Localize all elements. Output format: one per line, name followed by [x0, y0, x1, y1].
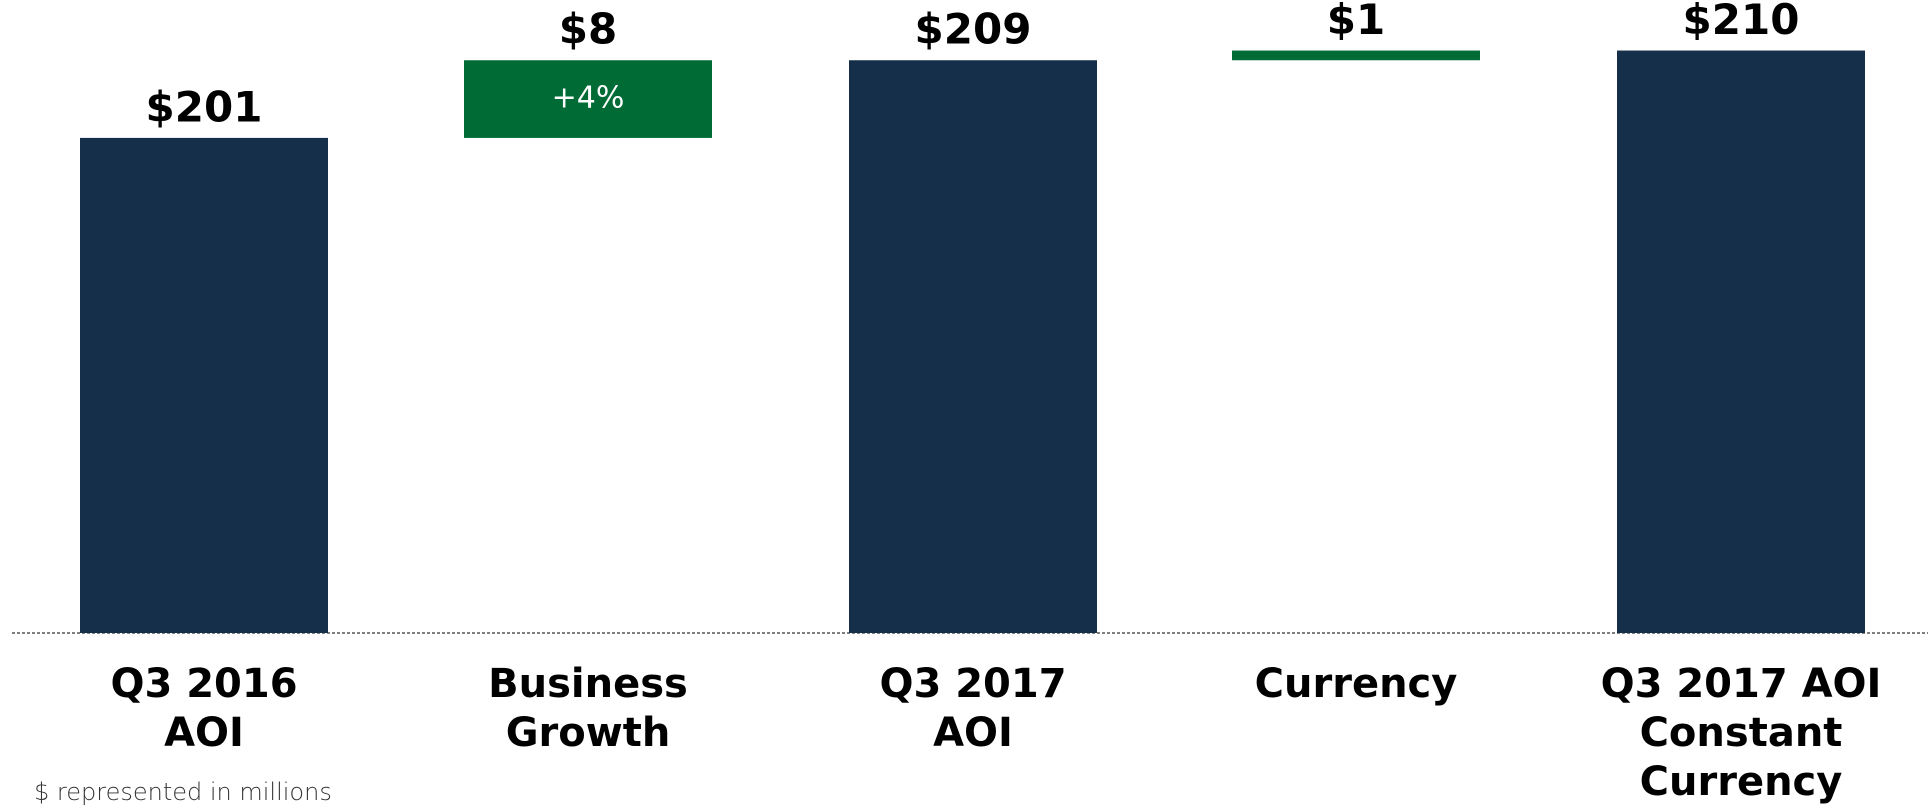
value-label: $8 — [559, 5, 617, 54]
x-tick-label: AOI — [933, 710, 1013, 756]
delta-bar — [464, 60, 712, 138]
annotation: +4% — [552, 81, 625, 116]
x-tick-label: Q3 2017 — [879, 661, 1066, 707]
x-tick-label: Growth — [506, 710, 671, 756]
x-tick-label: Currency — [1255, 661, 1458, 707]
value-label: $210 — [1683, 0, 1800, 44]
total-bar — [1617, 50, 1865, 634]
footnote: $ represented in millions — [34, 778, 332, 806]
value-label: $209 — [915, 5, 1032, 54]
value-label: $1 — [1327, 0, 1385, 44]
delta-bar — [1232, 50, 1480, 61]
x-tick-label: Constant — [1640, 710, 1843, 756]
x-tick-label: Q3 2017 AOI — [1601, 661, 1882, 707]
x-tick-label: Q3 2016 — [110, 661, 297, 707]
x-tick-label: Currency — [1640, 759, 1843, 805]
total-bar — [849, 60, 1097, 633]
x-tick-label: Business — [488, 661, 688, 707]
total-bar — [80, 137, 328, 633]
value-label: $201 — [146, 82, 263, 131]
x-tick-label: AOI — [164, 710, 244, 756]
